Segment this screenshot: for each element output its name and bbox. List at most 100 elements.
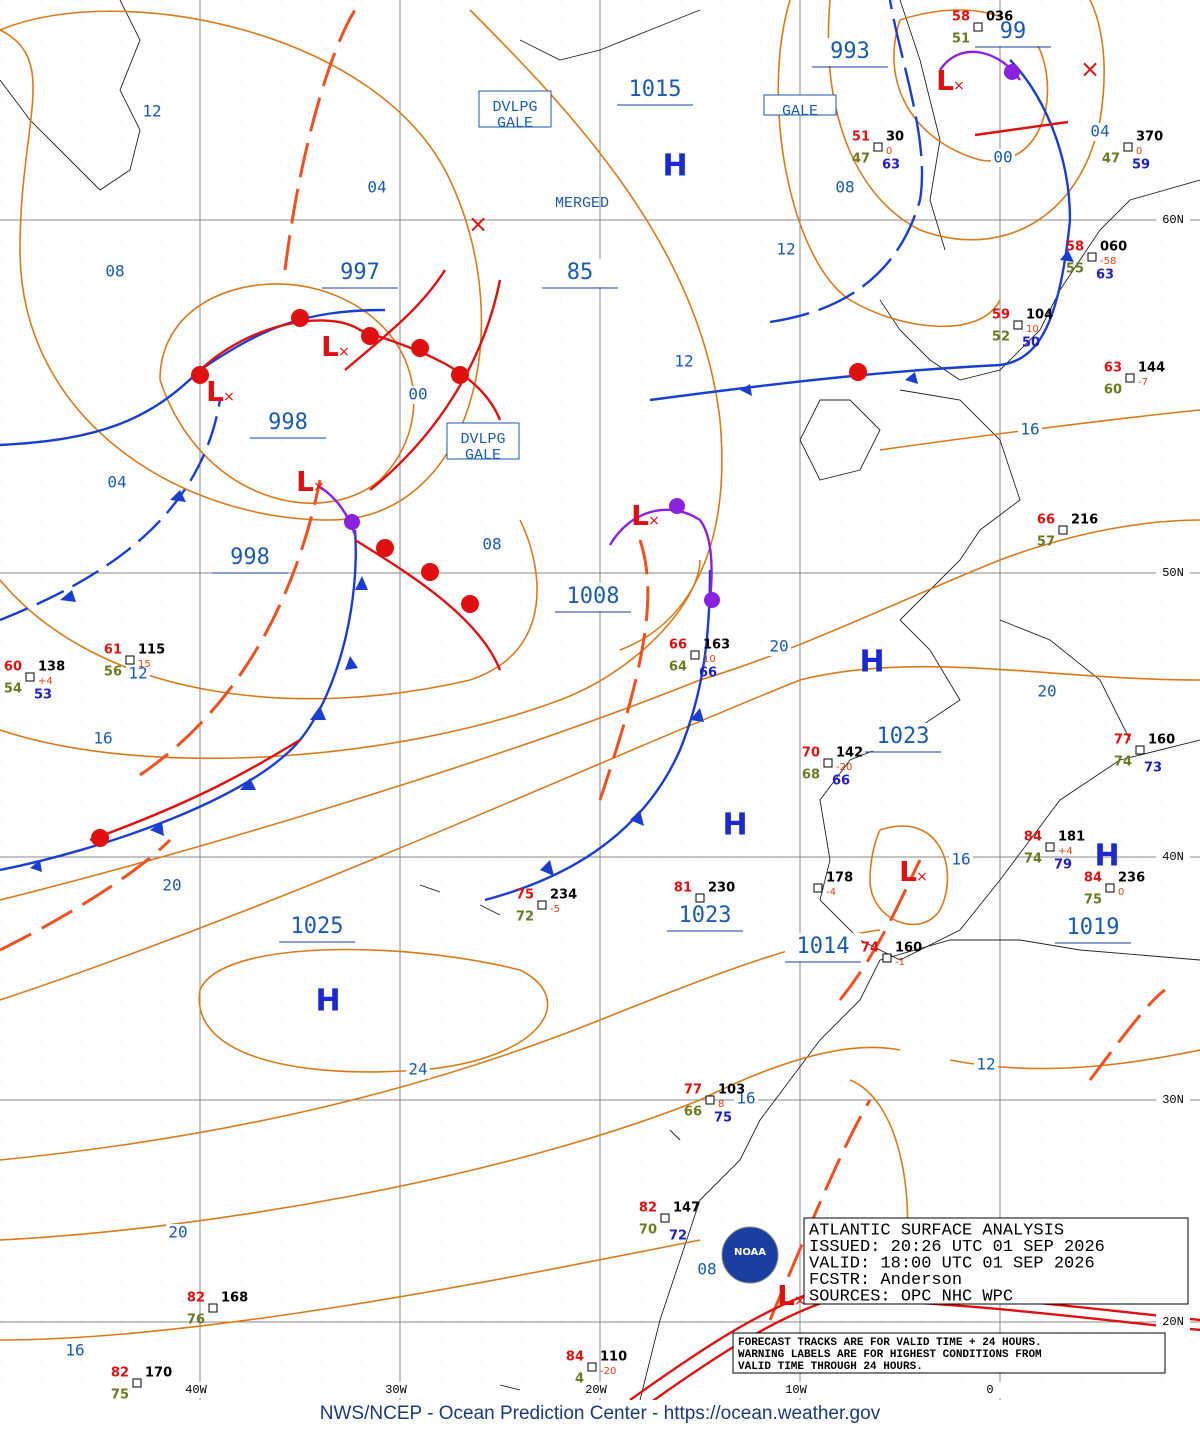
pressure-label-box: [1055, 914, 1131, 942]
isobar-label-box: [949, 851, 973, 869]
low-center: L: [631, 499, 649, 532]
isobar-label-box: [1088, 123, 1112, 141]
station-temperature: 77: [684, 1083, 702, 1098]
station-pressure: 163: [703, 638, 730, 653]
grid-label-box: [1156, 1314, 1190, 1330]
station: [705, 1095, 715, 1105]
station-pressure: 230: [708, 881, 735, 896]
grid-label-box: [579, 1382, 613, 1398]
isobar-label: 12: [674, 352, 693, 371]
grid-label: 30W: [385, 1383, 407, 1397]
station-dewpoint: 74: [1024, 852, 1042, 867]
grid-label: 40N: [1162, 850, 1184, 864]
low-center: L: [296, 465, 314, 498]
grid-label-box: [1156, 849, 1190, 865]
station-dewpoint: 74: [1114, 755, 1132, 770]
note-line: VALID TIME THROUGH 24 HOURS.: [738, 1361, 923, 1373]
station-pressure: 104: [1026, 308, 1053, 323]
low-x: ×: [313, 479, 325, 495]
grid-label-box: [973, 1382, 1007, 1398]
low-center: L: [206, 375, 224, 408]
station: [1105, 883, 1115, 893]
isobar-label: 20: [1037, 682, 1056, 701]
info-box-line: ATLANTIC SURFACE ANALYSIS: [809, 1221, 1064, 1240]
footer: NWS/NCEP - Ocean Prediction Center - htt…: [320, 1403, 881, 1424]
low-x: ×: [648, 513, 660, 529]
station-pressure: 370: [1136, 130, 1163, 145]
pressure-label: 1014: [797, 934, 850, 959]
station-pressure: 170: [145, 1366, 172, 1381]
station-pressure: 216: [1071, 513, 1098, 528]
station-pressure: 168: [221, 1291, 248, 1306]
station-temperature: 82: [111, 1366, 129, 1381]
station-tendency: -7: [1138, 377, 1148, 388]
station-pressure: 181: [1058, 830, 1085, 845]
pressure-label: 993: [830, 39, 870, 64]
station-tendency: -20: [836, 762, 852, 773]
station-dewpoint: 54: [4, 682, 22, 697]
station: [1125, 373, 1135, 383]
station-dewpoint: 52: [992, 330, 1010, 345]
station-dewpoint: 68: [802, 768, 820, 783]
pressure-label: 998: [230, 545, 270, 570]
isobar-label: 08: [482, 535, 501, 554]
station-tendency: +4: [1058, 846, 1073, 857]
station-visibility: 66: [699, 666, 717, 681]
warning-label: GALE: [465, 447, 501, 464]
station-tendency: -58: [1100, 256, 1116, 267]
station-dewpoint: 72: [516, 910, 534, 925]
station-temperature: 63: [1104, 361, 1122, 376]
isobar-label: 20: [162, 876, 181, 895]
station: [823, 758, 833, 768]
info-box-line: FCSTR: Anderson: [809, 1271, 962, 1290]
station-pressure: 178: [826, 871, 853, 886]
station-dewpoint: 75: [1084, 893, 1102, 908]
station-pressure: 036: [986, 10, 1013, 25]
station-temperature: 84: [1024, 830, 1042, 845]
station-pressure: 147: [673, 1201, 700, 1216]
isobar-label-box: [406, 1061, 430, 1079]
grid-label-box: [179, 1382, 213, 1398]
isobar-label: 04: [1090, 122, 1109, 141]
note-frame: [732, 1332, 1166, 1374]
pressure-label-box: [542, 259, 618, 287]
isobar-label-box: [406, 386, 430, 404]
station-temperature: 58: [952, 10, 970, 25]
isobar-label: 00: [408, 385, 427, 404]
station-visibility: 66: [832, 774, 850, 789]
station: [813, 883, 823, 893]
pressure-label-box: [250, 409, 326, 437]
pressure-label: 1008: [567, 584, 620, 609]
isobar-label: 20: [769, 637, 788, 656]
station-temperature: 75: [516, 888, 534, 903]
station-temperature: 66: [669, 638, 687, 653]
station-pressure: 236: [1118, 871, 1145, 886]
grid-label: 40W: [185, 1383, 207, 1397]
low-center: L: [936, 64, 954, 97]
station-visibility: 53: [34, 688, 52, 703]
info-box-line: ISSUED: 20:26 UTC 01 SEP 2026: [809, 1238, 1105, 1257]
station-visibility: 72: [669, 1229, 687, 1244]
pressure-label-box: [812, 38, 888, 66]
station-visibility: 59: [1132, 158, 1150, 173]
station-tendency: 10: [703, 654, 716, 665]
isobar-label: 12: [128, 664, 147, 683]
station-visibility: 63: [1096, 268, 1114, 283]
warning-label: GALE: [497, 115, 533, 132]
isobar-label-box: [166, 1224, 190, 1242]
station-tendency: -4: [826, 887, 836, 898]
station-pressure: 115: [138, 643, 165, 658]
station-temperature: 51: [852, 130, 870, 145]
isobar-label: 04: [107, 473, 126, 492]
low-center: L: [777, 1279, 795, 1312]
station: [1013, 320, 1023, 330]
station-dewpoint: 57: [1037, 535, 1055, 550]
pressure-label-box: [865, 723, 941, 751]
isobar-label-box: [365, 179, 389, 197]
station: [695, 893, 705, 903]
station-visibility: 79: [1054, 858, 1072, 873]
logo-text: NOAA: [734, 1247, 766, 1258]
grid-label: 10W: [785, 1383, 807, 1397]
grid-label-box: [779, 1382, 813, 1398]
